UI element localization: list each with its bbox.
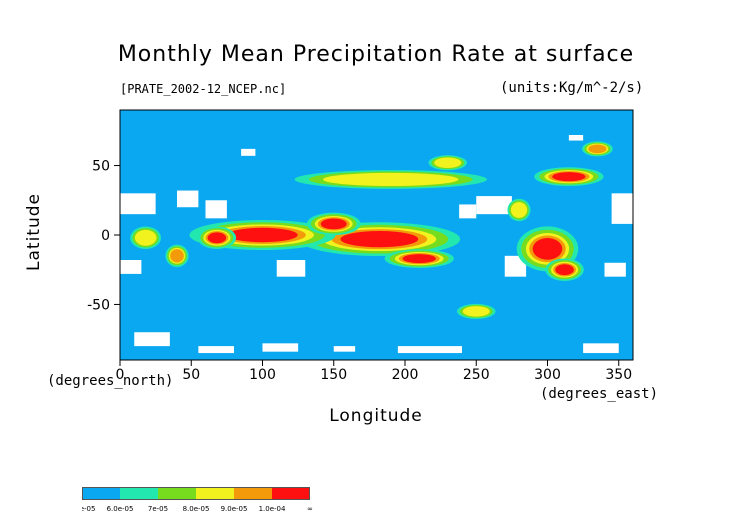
- low-precip-zone: [276, 260, 306, 277]
- x-tick-label: 200: [392, 367, 419, 383]
- units-label: (units:Kg/m^-2/s): [500, 80, 644, 96]
- precip-cell-medium: [462, 306, 490, 317]
- low-precip-zone: [241, 148, 256, 156]
- colorbar-label: 1.0e-04: [259, 505, 286, 513]
- colorbar-label: 8.0e-05: [183, 505, 210, 513]
- low-precip-zone: [604, 262, 626, 277]
- precip-cell-heavy: [227, 227, 298, 243]
- precip-cell-heavy: [207, 232, 227, 244]
- precip-cell-medium_high: [588, 144, 607, 154]
- y-tick-label: 0: [101, 228, 110, 244]
- precip-cell-medium: [510, 202, 528, 218]
- low-precip-zone: [476, 196, 512, 215]
- precip-cell-medium_high: [170, 249, 184, 263]
- low-precip-zone: [459, 204, 477, 219]
- chart-title: Monthly Mean Precipitation Rate at surfa…: [117, 42, 635, 67]
- precip-cell-heavy: [320, 218, 347, 230]
- file-subtitle: [PRATE_2002-12_NCEP.nc]: [120, 82, 287, 96]
- y-units-note: (degrees_north): [47, 373, 174, 389]
- colorbar-label: ∞: [307, 505, 313, 513]
- x-tick-label: 350: [605, 367, 632, 383]
- y-tick-label: 50: [92, 159, 110, 175]
- x-tick-label: 250: [463, 367, 490, 383]
- colorbar-label: 5.0e-05: [82, 505, 95, 513]
- low-precip-zone: [611, 193, 633, 224]
- precip-cell-heavy: [552, 172, 586, 182]
- precip-cell-heavy: [532, 238, 563, 260]
- x-axis-title: Longitude: [329, 406, 423, 426]
- low-precip-zone: [397, 346, 462, 354]
- y-tick-label: -50: [87, 297, 110, 313]
- colorbar-frame: [82, 487, 310, 500]
- low-precip-zone: [504, 255, 527, 277]
- low-precip-zone: [198, 346, 234, 354]
- colorbar: 5.0e-05 6.0e-05 7e-05 8.0e-05 9.0e-05 1.0e-04…: [82, 487, 313, 513]
- precip-cell-medium: [434, 157, 462, 169]
- precip-cell-heavy: [340, 231, 419, 248]
- x-tick-label: 0: [116, 367, 125, 383]
- colorbar-label: 7e-05: [148, 505, 168, 513]
- low-precip-zone: [205, 200, 227, 219]
- precip-cell-heavy: [555, 264, 574, 276]
- colorbar-swatch: [82, 487, 120, 500]
- low-precip-zone: [120, 193, 156, 215]
- low-precip-zone: [262, 343, 299, 352]
- x-tick-label: 100: [249, 367, 276, 383]
- low-precip-zone: [583, 343, 619, 354]
- precip-cell-medium: [323, 172, 459, 187]
- precip-cell-heavy: [402, 254, 436, 264]
- x-tick-label: 50: [182, 367, 200, 383]
- low-precip-zone: [177, 190, 199, 208]
- colorbar-swatch: [158, 487, 196, 500]
- x-tick-label: 150: [320, 367, 347, 383]
- colorbar-swatch: [234, 487, 272, 500]
- low-precip-zone: [568, 135, 584, 141]
- precip-cell-medium: [134, 229, 157, 246]
- x-units-note: (degrees_east): [540, 386, 659, 402]
- colorbar-label: 6.0e-05: [107, 505, 134, 513]
- low-precip-zone: [333, 346, 356, 352]
- y-axis-title: Latitude: [24, 193, 44, 271]
- colorbar-swatch: [272, 487, 310, 500]
- low-precip-zone: [120, 260, 142, 274]
- colorbar-swatch: [196, 487, 234, 500]
- colorbar-swatch: [120, 487, 158, 500]
- colorbar-label: 9.0e-05: [221, 505, 248, 513]
- low-precip-zone: [134, 332, 170, 347]
- x-tick-label: 300: [534, 367, 561, 383]
